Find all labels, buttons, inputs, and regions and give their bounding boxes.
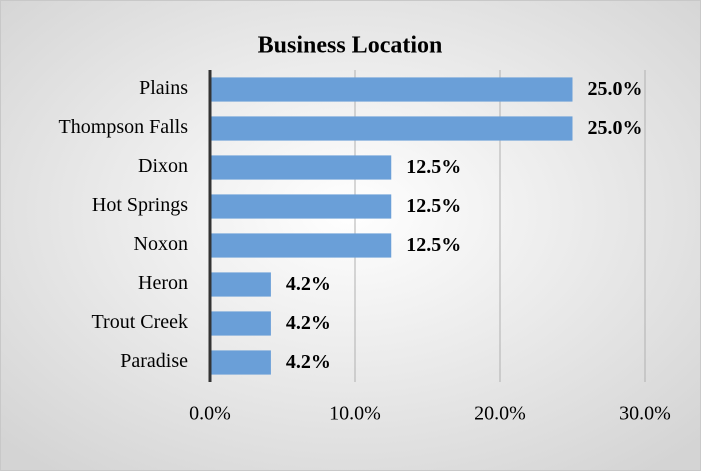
bar xyxy=(210,155,392,180)
value-label: 12.5% xyxy=(406,195,461,217)
value-label: 12.5% xyxy=(406,156,461,178)
value-label: 4.2% xyxy=(286,351,331,373)
y-tick-label: Paradise xyxy=(120,350,188,372)
bar xyxy=(210,116,573,141)
bar xyxy=(210,350,271,375)
chart-title: Business Location xyxy=(258,33,443,59)
y-tick-label: Noxon xyxy=(134,233,188,255)
value-label: 25.0% xyxy=(588,117,643,139)
x-tick-label: 0.0% xyxy=(189,403,231,425)
bar xyxy=(210,194,392,219)
value-label: 12.5% xyxy=(406,234,461,256)
y-tick-label: Heron xyxy=(138,272,188,294)
x-tick-label: 20.0% xyxy=(474,403,526,425)
value-label: 4.2% xyxy=(286,273,331,295)
y-tick-label: Trout Creek xyxy=(92,311,188,333)
bar xyxy=(210,272,271,297)
y-tick-label: Thompson Falls xyxy=(59,116,189,138)
value-label: 4.2% xyxy=(286,312,331,334)
value-label: 25.0% xyxy=(588,78,643,100)
x-tick-label: 30.0% xyxy=(619,403,671,425)
bar xyxy=(210,77,573,102)
bar xyxy=(210,233,392,258)
x-tick-label: 10.0% xyxy=(329,403,381,425)
bar xyxy=(210,311,271,336)
y-tick-label: Dixon xyxy=(138,155,188,177)
y-tick-label: Plains xyxy=(139,77,188,99)
y-tick-label: Hot Springs xyxy=(92,194,188,216)
